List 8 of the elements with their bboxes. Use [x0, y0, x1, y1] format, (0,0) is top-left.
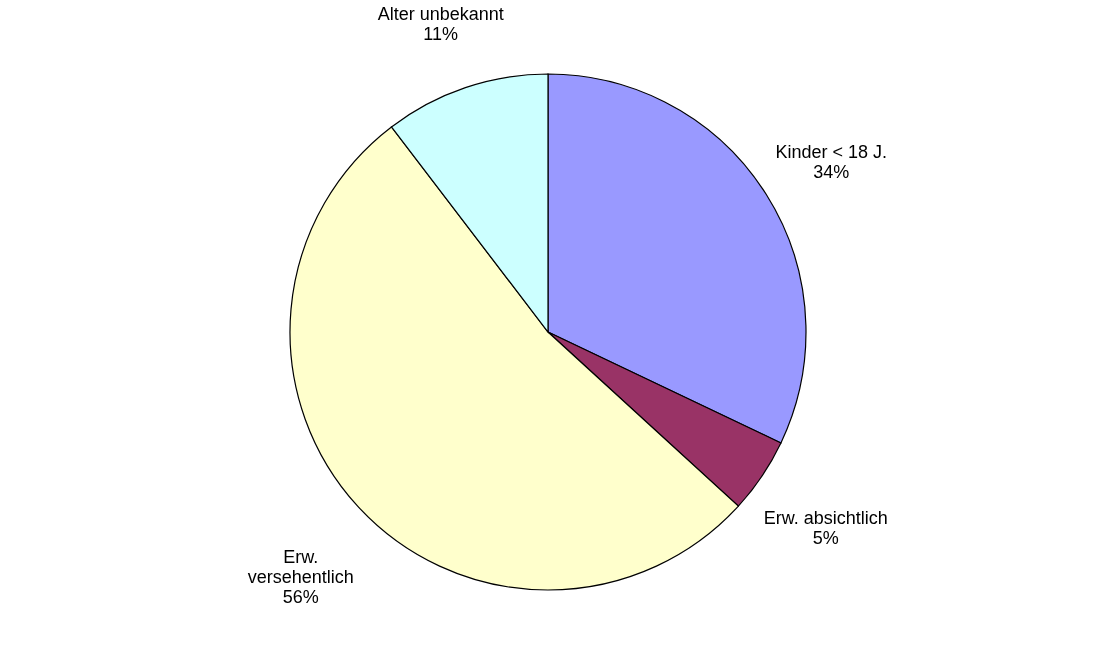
slice-label: Erw. versehentlich	[247, 547, 354, 588]
slice-label: Kinder < 18 J.	[775, 142, 888, 163]
data-label: 5%	[812, 528, 839, 549]
slice-label: Alter unbekannt	[377, 3, 504, 24]
data-label: 56%	[282, 587, 319, 608]
data-label: 11%	[423, 23, 459, 44]
data-label: 34%	[813, 162, 850, 183]
slice-label: Erw. absichtlich	[763, 508, 888, 529]
